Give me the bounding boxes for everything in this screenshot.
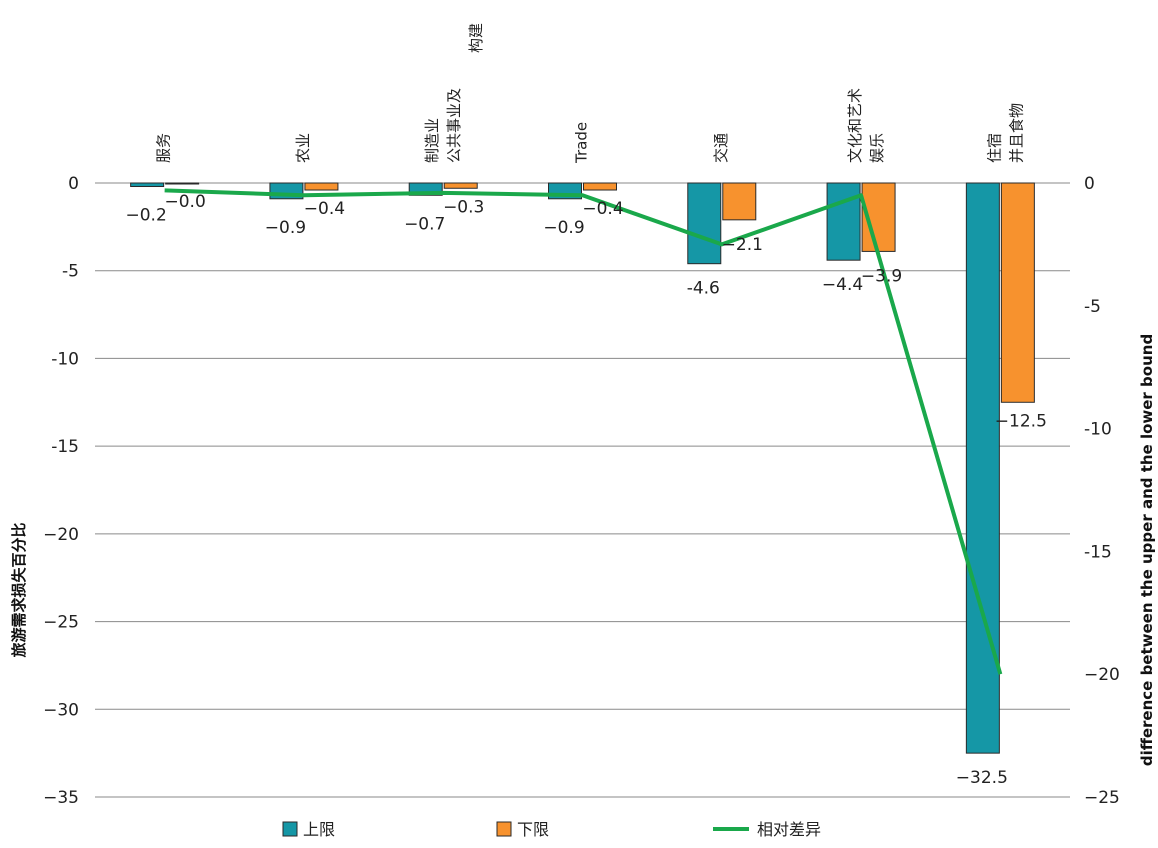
legend-swatch — [496, 821, 512, 837]
lower-bound-bar — [443, 182, 478, 189]
data-labels: −0.2−0.0−0.9−0.4−0.7−0.3−0.9−0.4-4.6−2.1… — [126, 192, 1047, 788]
upper-bound-value-label: -4.6 — [687, 279, 720, 299]
lower-bound-value-label: −3.9 — [861, 266, 902, 286]
lower-bound-value-label: −12.5 — [995, 411, 1047, 431]
category-label: 农业 — [294, 133, 312, 163]
lower-bound-value-label: −0.3 — [443, 197, 484, 217]
category-labels: 服务 农业 制造业 公共事业及 构建 Trade 交通 文化和艺术 娱乐 住宿 并且食物 — [155, 23, 1026, 164]
gridlines — [95, 182, 1070, 798]
upper-bound-bar — [965, 182, 1000, 754]
y-axis-title: 旅游需求损失百分比 — [10, 522, 28, 657]
lower-bound-bar — [304, 182, 339, 191]
y-tick-label: −25 — [43, 613, 79, 633]
lower-bound-bar — [722, 182, 757, 221]
lower-bound-bar — [165, 182, 200, 185]
y-tick-label: 0 — [68, 174, 79, 194]
y-tick-label: −30 — [43, 700, 79, 720]
category-label: Trade — [573, 122, 591, 164]
y2-tick-label: 0 — [1084, 174, 1095, 194]
y2-tick-label: -5 — [1084, 297, 1101, 317]
category-label: 公共事业及 — [445, 88, 463, 163]
upper-bound-bar — [826, 182, 861, 261]
legend-label: 上限 — [303, 820, 335, 839]
y2-tick-label: -10 — [1084, 420, 1112, 440]
category-label: 文化和艺术 — [846, 88, 864, 163]
y-tick-label: −35 — [43, 788, 79, 808]
y2-tick-label: −20 — [1084, 665, 1120, 685]
y2-tick-label: -15 — [1084, 542, 1112, 562]
lower-bound-value-label: −0.4 — [582, 199, 623, 219]
upper-bound-value-label: −0.2 — [126, 206, 167, 226]
category-label: 并且食物 — [1007, 103, 1025, 163]
lower-bound-value-label: −2.1 — [722, 235, 763, 255]
lower-bound-value-label: −0.4 — [304, 199, 345, 219]
y-tick-label: -5 — [62, 262, 79, 282]
y2-tick-label: −25 — [1084, 788, 1120, 808]
legend-swatch — [282, 821, 298, 837]
difference-line-path — [164, 188, 1003, 675]
category-label: 交通 — [712, 133, 730, 163]
legend-label: 下限 — [517, 820, 549, 839]
upper-bound-bar — [687, 182, 722, 265]
y2-axis-title: difference between the upper and the low… — [1138, 334, 1156, 766]
y-tick-label: -10 — [51, 349, 79, 369]
axes: 0 -5 -10 -15 −20 −25 −30 −35 0 -5 -10 -15 −20 −25 旅游需求… — [10, 174, 1156, 808]
lower-bound-value-label: −0.0 — [165, 192, 206, 212]
category-label: 娱乐 — [868, 133, 886, 163]
y-tick-label: -15 — [51, 437, 79, 457]
legend-label: 相对差异 — [757, 820, 821, 839]
upper-bound-value-label: −0.9 — [265, 218, 306, 238]
legend: 上限 下限 相对差异 — [282, 820, 821, 839]
y-tick-label: −20 — [43, 525, 79, 545]
category-label: 构建 — [467, 23, 485, 53]
difference-line — [164, 188, 1003, 675]
upper-bound-bar — [130, 182, 165, 188]
upper-bound-value-label: −32.5 — [956, 768, 1008, 788]
category-label: 制造业 — [423, 118, 441, 163]
lower-bound-bar — [583, 182, 617, 191]
upper-bound-value-label: −4.4 — [822, 275, 863, 295]
upper-bound-value-label: −0.9 — [543, 218, 584, 238]
upper-bound-value-label: −0.7 — [404, 214, 445, 234]
category-label: 服务 — [155, 133, 173, 163]
category-label: 住宿 — [985, 133, 1003, 163]
lower-bound-bar — [1000, 182, 1035, 403]
